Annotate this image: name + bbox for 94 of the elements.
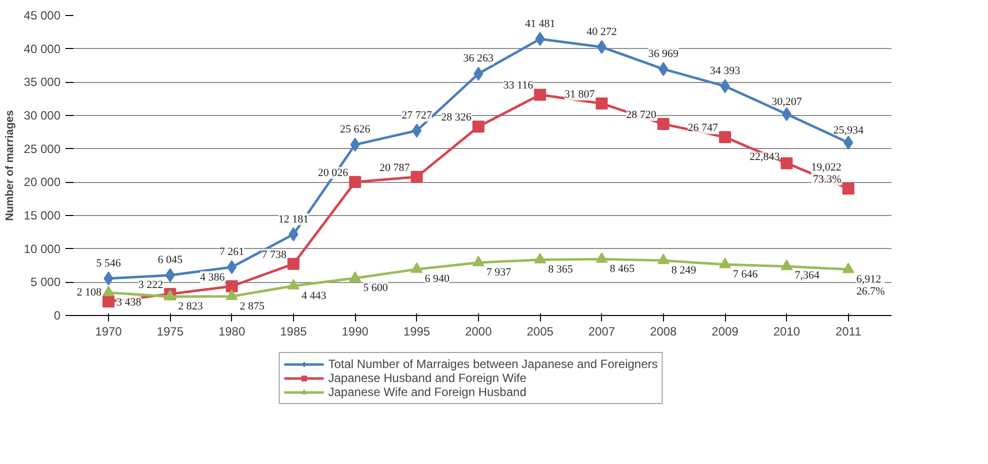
y-tick-label: 35 000 <box>24 75 61 90</box>
data-label: 34 393 <box>710 65 741 78</box>
data-label: 30,207 <box>772 96 802 108</box>
data-label: 41 481 <box>524 18 556 30</box>
point <box>780 157 793 170</box>
data-label: 6,912 26.7% <box>856 273 885 298</box>
point <box>596 97 608 110</box>
x-tick-label: 2007 <box>588 324 616 338</box>
data-label: 33 116 <box>503 80 534 92</box>
data-label: 8 365 <box>548 264 574 276</box>
x-tick-label: 2000 <box>465 324 492 338</box>
x-tick-label: 2010 <box>773 324 800 338</box>
data-label: 36 969 <box>648 48 680 60</box>
y-tick-label: 45 000 <box>24 8 61 22</box>
data-label: 6 940 <box>424 273 450 286</box>
x-tick-label: 1990 <box>342 324 369 338</box>
data-label: 3 438 <box>116 296 142 309</box>
data-label: 7 646 <box>733 268 758 281</box>
point <box>596 40 607 54</box>
x-tick-label: 1970 <box>95 324 122 338</box>
x-tick-label: 1980 <box>218 324 246 338</box>
data-label: 2 108 <box>76 286 102 298</box>
point <box>287 279 300 290</box>
data-label: 7,364 <box>794 269 820 282</box>
y-tick-label: 40 000 <box>24 42 61 56</box>
data-label: 26 747 <box>688 122 719 134</box>
point <box>412 124 422 138</box>
y-tick-label: 10 000 <box>24 242 61 256</box>
x-tick-label: 2008 <box>650 324 678 338</box>
data-label: 6 045 <box>158 254 184 266</box>
point <box>472 256 484 266</box>
y-tick-label: 0 <box>54 308 61 322</box>
data-label: 2 875 <box>240 300 266 312</box>
data-label: 40 272 <box>586 26 617 38</box>
data-label: 27 727 <box>402 110 432 122</box>
data-label: 28 720 <box>626 109 657 122</box>
point <box>780 260 793 270</box>
x-tick-label: 1995 <box>403 324 430 338</box>
point <box>534 88 546 101</box>
data-label: 25 626 <box>340 124 371 136</box>
data-label: 2 823 <box>178 300 204 313</box>
point <box>410 170 423 183</box>
x-tick-label: 2009 <box>712 324 739 338</box>
data-label: 4 443 <box>301 290 327 302</box>
point <box>657 118 670 130</box>
data-label: 8 249 <box>671 264 697 277</box>
legend-label: Total Number of Marraiges between Japanese and Foreigners <box>328 357 658 371</box>
point <box>226 260 237 274</box>
point <box>349 271 362 282</box>
x-tick-label: 1985 <box>280 324 308 338</box>
point <box>102 286 114 296</box>
point <box>719 131 732 144</box>
data-label: 20 026 <box>318 166 349 179</box>
data-label: 20 787 <box>380 162 410 174</box>
point <box>782 107 792 122</box>
point <box>226 280 238 292</box>
data-label: 28 326 <box>441 112 472 124</box>
data-label: 25,934 <box>833 124 864 137</box>
x-tick-label: 2005 <box>526 324 554 338</box>
point <box>842 182 854 195</box>
y-tick-label: 25 000 <box>24 142 61 156</box>
legend-label: Japanese Husband and Foreign Wife <box>328 371 526 385</box>
y-tick-label: 5 000 <box>30 275 61 290</box>
y-axis-title: Number of marriages <box>4 110 16 221</box>
data-label: 8 465 <box>610 263 635 276</box>
data-label: 31 807 <box>564 88 596 100</box>
point <box>226 289 238 300</box>
point <box>102 295 114 308</box>
y-tick-label: 15 000 <box>24 208 61 222</box>
point <box>657 254 670 264</box>
data-label: 4 386 <box>200 271 226 284</box>
data-label: 12 181 <box>278 213 309 226</box>
data-label: 7 261 <box>219 246 244 258</box>
y-tick-label: 20 000 <box>24 175 61 190</box>
point <box>410 262 423 273</box>
point <box>596 252 608 263</box>
point <box>287 258 300 270</box>
data-label: 5 600 <box>363 282 388 294</box>
y-tick-label: 30 000 <box>24 108 61 122</box>
data-label: 7 937 <box>486 266 512 279</box>
x-tick-label: 1975 <box>156 324 184 338</box>
point <box>719 258 732 268</box>
data-label: 36 263 <box>463 52 494 65</box>
point <box>349 176 362 188</box>
data-label: 22,843 <box>749 151 780 164</box>
point <box>842 262 854 274</box>
data-label: 19,022 73.3% <box>811 162 842 186</box>
data-label: 3 222 <box>138 279 164 292</box>
data-label: 5 546 <box>96 258 122 270</box>
x-tick-label: 2011 <box>835 324 862 338</box>
point <box>534 252 546 264</box>
data-label: 7 738 <box>262 248 287 261</box>
legend-label: Japanese Wife and Foreign Husband <box>328 385 526 399</box>
point <box>472 120 484 133</box>
